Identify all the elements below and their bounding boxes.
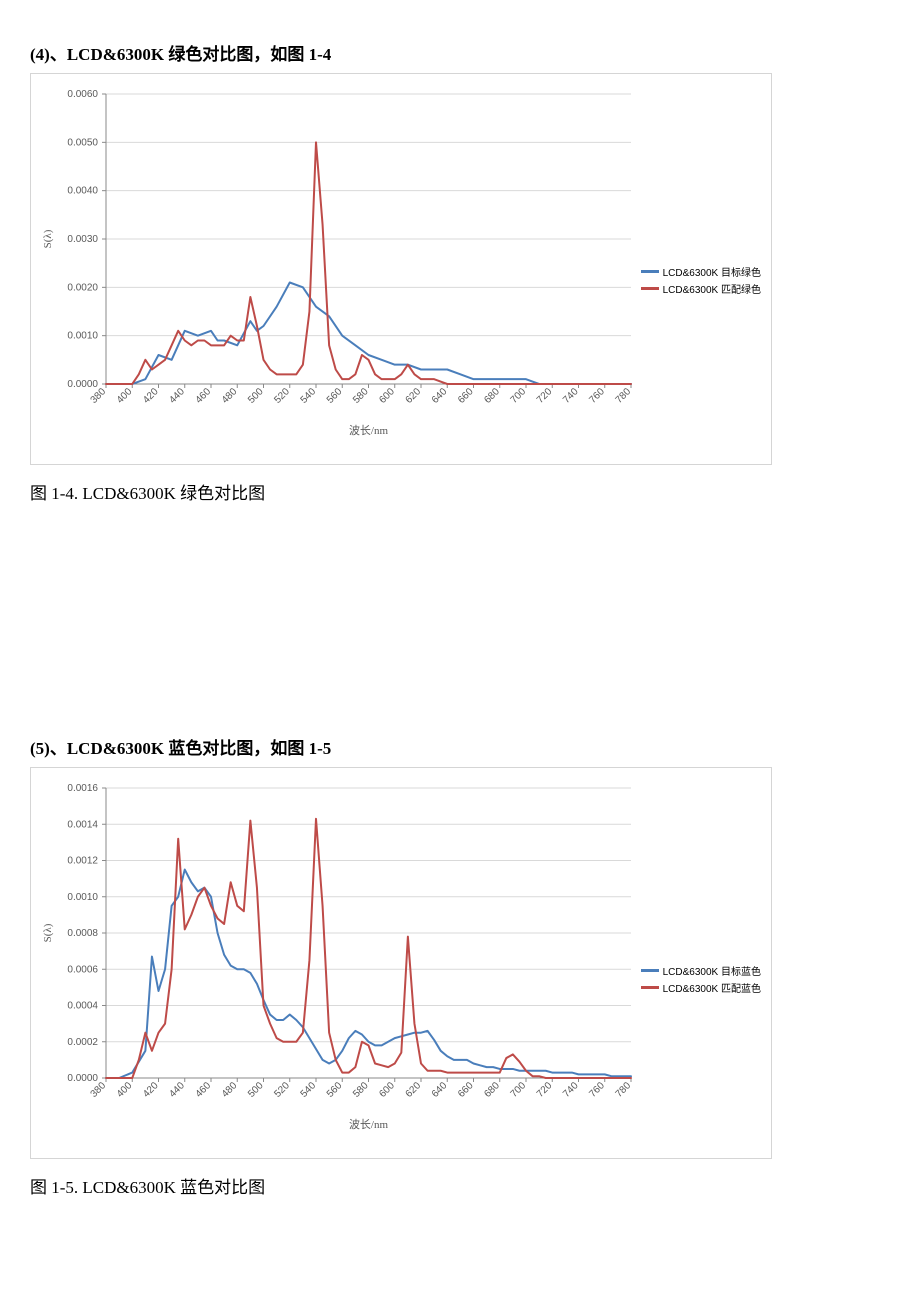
svg-text:740: 740 — [561, 386, 581, 406]
svg-text:780: 780 — [614, 386, 634, 406]
svg-text:0.0010: 0.0010 — [67, 331, 98, 342]
svg-text:660: 660 — [456, 386, 476, 406]
svg-text:S(λ): S(λ) — [42, 923, 54, 942]
section-heading-2: (5)、LCD&6300K 蓝色对比图，如图 1-5 — [30, 734, 890, 759]
legend-label: LCD&6300K 目标绿色 — [663, 264, 761, 279]
svg-text:0.0060: 0.0060 — [67, 89, 98, 100]
svg-text:0.0030: 0.0030 — [67, 234, 98, 245]
svg-text:0.0006: 0.0006 — [67, 964, 98, 975]
svg-text:0.0020: 0.0020 — [67, 282, 98, 293]
svg-text:500: 500 — [246, 1080, 266, 1100]
svg-text:720: 720 — [535, 1080, 555, 1100]
svg-text:520: 520 — [272, 386, 292, 406]
svg-text:520: 520 — [272, 1080, 292, 1100]
svg-text:720: 720 — [535, 386, 555, 406]
svg-text:580: 580 — [351, 1080, 371, 1100]
svg-text:0.0040: 0.0040 — [67, 186, 98, 197]
caption-2: 图 1-5. LCD&6300K 蓝色对比图 — [30, 1173, 890, 1198]
legend-row: LCD&6300K 匹配蓝色 — [641, 980, 761, 995]
legend-row: LCD&6300K 目标蓝色 — [641, 963, 761, 978]
legend-swatch — [641, 270, 659, 273]
svg-text:0.0008: 0.0008 — [67, 928, 98, 939]
legend-swatch — [641, 986, 659, 989]
svg-text:680: 680 — [482, 386, 502, 406]
svg-text:500: 500 — [246, 386, 266, 406]
svg-text:0.0010: 0.0010 — [67, 892, 98, 903]
svg-text:560: 560 — [325, 386, 345, 406]
svg-text:680: 680 — [482, 1080, 502, 1100]
svg-text:460: 460 — [194, 1080, 214, 1100]
svg-text:400: 400 — [115, 1080, 135, 1100]
svg-text:0.0002: 0.0002 — [67, 1037, 98, 1048]
svg-text:560: 560 — [325, 1080, 345, 1100]
svg-text:580: 580 — [351, 386, 371, 406]
svg-text:0.0014: 0.0014 — [67, 819, 98, 830]
legend-row: LCD&6300K 匹配绿色 — [641, 281, 761, 296]
svg-text:420: 420 — [141, 386, 161, 406]
section-heading-1: (4)、LCD&6300K 绿色对比图，如图 1-4 — [30, 40, 890, 65]
svg-text:600: 600 — [377, 386, 397, 406]
svg-text:780: 780 — [614, 1080, 634, 1100]
svg-text:420: 420 — [141, 1080, 161, 1100]
svg-text:0.0050: 0.0050 — [67, 137, 98, 148]
svg-text:0.0000: 0.0000 — [67, 1073, 98, 1084]
svg-text:540: 540 — [299, 1080, 319, 1100]
svg-text:700: 700 — [509, 1080, 529, 1100]
svg-text:0.0004: 0.0004 — [67, 1001, 98, 1012]
svg-text:700: 700 — [509, 386, 529, 406]
svg-text:480: 480 — [220, 1080, 240, 1100]
svg-text:620: 620 — [404, 1080, 424, 1100]
svg-text:660: 660 — [456, 1080, 476, 1100]
legend-2: LCD&6300K 目标蓝色 LCD&6300K 匹配蓝色 — [641, 963, 761, 997]
svg-text:0.0000: 0.0000 — [67, 379, 98, 390]
svg-text:460: 460 — [194, 386, 214, 406]
legend-label: LCD&6300K 匹配蓝色 — [663, 980, 761, 995]
svg-text:440: 440 — [167, 386, 187, 406]
svg-text:740: 740 — [561, 1080, 581, 1100]
svg-text:760: 760 — [587, 386, 607, 406]
svg-text:S(λ): S(λ) — [42, 229, 54, 248]
chart-box-1: 0.0000 0.0010 0.0020 0.0030 0.0040 0.0050 0.00… — [30, 73, 772, 465]
svg-text:540: 540 — [299, 386, 319, 406]
svg-text:640: 640 — [430, 1080, 450, 1100]
svg-text:400: 400 — [115, 386, 135, 406]
svg-text:620: 620 — [404, 386, 424, 406]
svg-text:640: 640 — [430, 386, 450, 406]
svg-text:波长/nm: 波长/nm — [349, 424, 389, 437]
legend-label: LCD&6300K 目标蓝色 — [663, 963, 761, 978]
svg-text:0.0016: 0.0016 — [67, 783, 98, 794]
legend-swatch — [641, 287, 659, 290]
chart-box-2: 0.0000 0.0002 0.0004 0.0006 0.0008 0.0010 0.00… — [30, 767, 772, 1159]
legend-row: LCD&6300K 目标绿色 — [641, 264, 761, 279]
svg-text:760: 760 — [587, 1080, 607, 1100]
svg-text:波长/nm: 波长/nm — [349, 1118, 389, 1131]
legend-label: LCD&6300K 匹配绿色 — [663, 281, 761, 296]
svg-text:440: 440 — [167, 1080, 187, 1100]
legend-1: LCD&6300K 目标绿色 LCD&6300K 匹配绿色 — [641, 264, 761, 298]
svg-text:480: 480 — [220, 386, 240, 406]
legend-swatch — [641, 969, 659, 972]
svg-text:0.0012: 0.0012 — [67, 856, 98, 867]
caption-1: 图 1-4. LCD&6300K 绿色对比图 — [30, 479, 890, 504]
svg-text:600: 600 — [377, 1080, 397, 1100]
